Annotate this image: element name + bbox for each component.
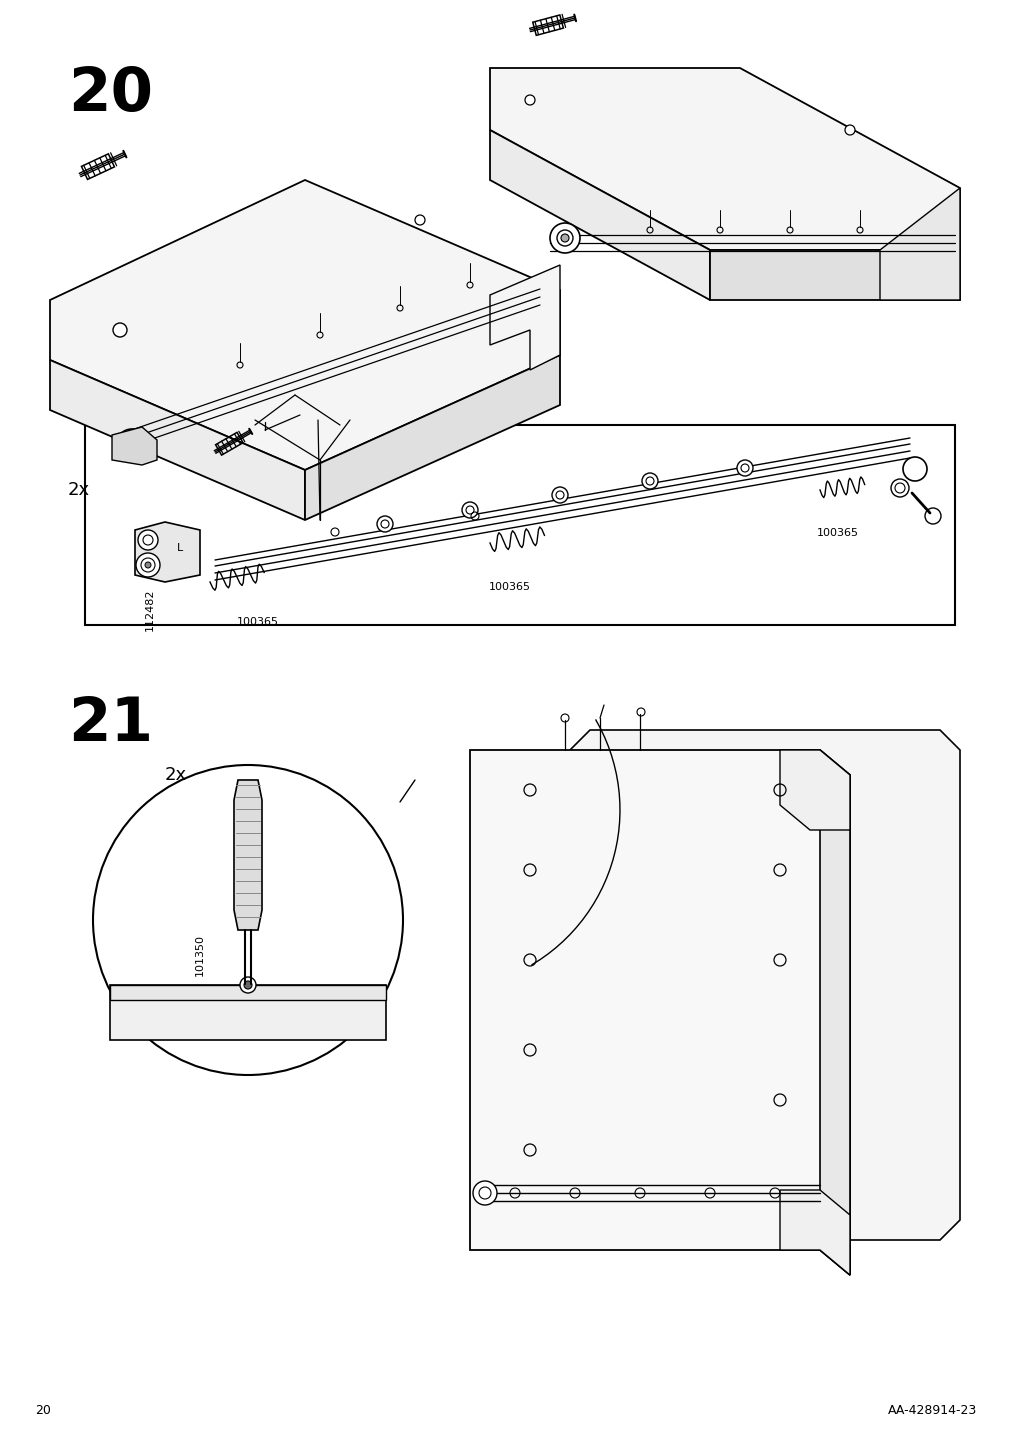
- Circle shape: [244, 981, 252, 990]
- Circle shape: [556, 231, 572, 246]
- Text: 2x: 2x: [165, 766, 187, 783]
- Circle shape: [560, 233, 568, 242]
- Circle shape: [555, 491, 563, 498]
- Text: 100365: 100365: [816, 528, 858, 538]
- Circle shape: [844, 125, 854, 135]
- Circle shape: [135, 553, 160, 577]
- Circle shape: [377, 516, 392, 533]
- Circle shape: [141, 558, 155, 571]
- Circle shape: [472, 1181, 496, 1204]
- Circle shape: [478, 1187, 490, 1199]
- Circle shape: [641, 473, 657, 488]
- Circle shape: [143, 536, 153, 546]
- Circle shape: [137, 530, 158, 550]
- Polygon shape: [469, 750, 849, 1274]
- Polygon shape: [489, 265, 559, 369]
- Circle shape: [93, 765, 402, 1075]
- Polygon shape: [50, 359, 304, 520]
- Polygon shape: [779, 750, 849, 831]
- Text: 20: 20: [68, 64, 153, 125]
- Polygon shape: [304, 355, 559, 520]
- Text: 2x: 2x: [68, 481, 90, 498]
- Polygon shape: [134, 523, 200, 581]
- Circle shape: [551, 487, 567, 503]
- Circle shape: [123, 435, 141, 454]
- Text: 100365: 100365: [237, 617, 279, 627]
- Polygon shape: [110, 985, 385, 1040]
- Circle shape: [525, 95, 535, 105]
- Text: L: L: [177, 543, 183, 553]
- Polygon shape: [819, 750, 849, 1274]
- Polygon shape: [489, 67, 959, 251]
- Polygon shape: [489, 130, 710, 299]
- Circle shape: [890, 478, 908, 497]
- Bar: [85, 425, 954, 624]
- Polygon shape: [880, 188, 959, 299]
- Text: 100365: 100365: [488, 581, 531, 591]
- Polygon shape: [569, 730, 959, 1240]
- Circle shape: [116, 430, 148, 461]
- Circle shape: [145, 561, 151, 569]
- Circle shape: [894, 483, 904, 493]
- Text: AA-428914-23: AA-428914-23: [887, 1403, 976, 1416]
- Circle shape: [127, 441, 135, 450]
- Text: 101350: 101350: [195, 934, 205, 977]
- Circle shape: [549, 223, 579, 253]
- Circle shape: [902, 457, 926, 481]
- Circle shape: [462, 503, 477, 518]
- Polygon shape: [110, 985, 385, 1000]
- Polygon shape: [710, 251, 959, 299]
- Circle shape: [465, 505, 473, 514]
- Polygon shape: [50, 180, 559, 470]
- Circle shape: [380, 520, 388, 528]
- Circle shape: [736, 460, 752, 475]
- Circle shape: [415, 215, 425, 225]
- Circle shape: [645, 477, 653, 485]
- Text: 21: 21: [68, 695, 153, 755]
- Text: 112482: 112482: [145, 589, 155, 632]
- Polygon shape: [779, 1190, 849, 1274]
- Circle shape: [740, 464, 748, 473]
- Polygon shape: [234, 780, 262, 929]
- Circle shape: [113, 324, 126, 337]
- Circle shape: [240, 977, 256, 992]
- Text: 20: 20: [35, 1403, 51, 1416]
- Polygon shape: [112, 427, 157, 465]
